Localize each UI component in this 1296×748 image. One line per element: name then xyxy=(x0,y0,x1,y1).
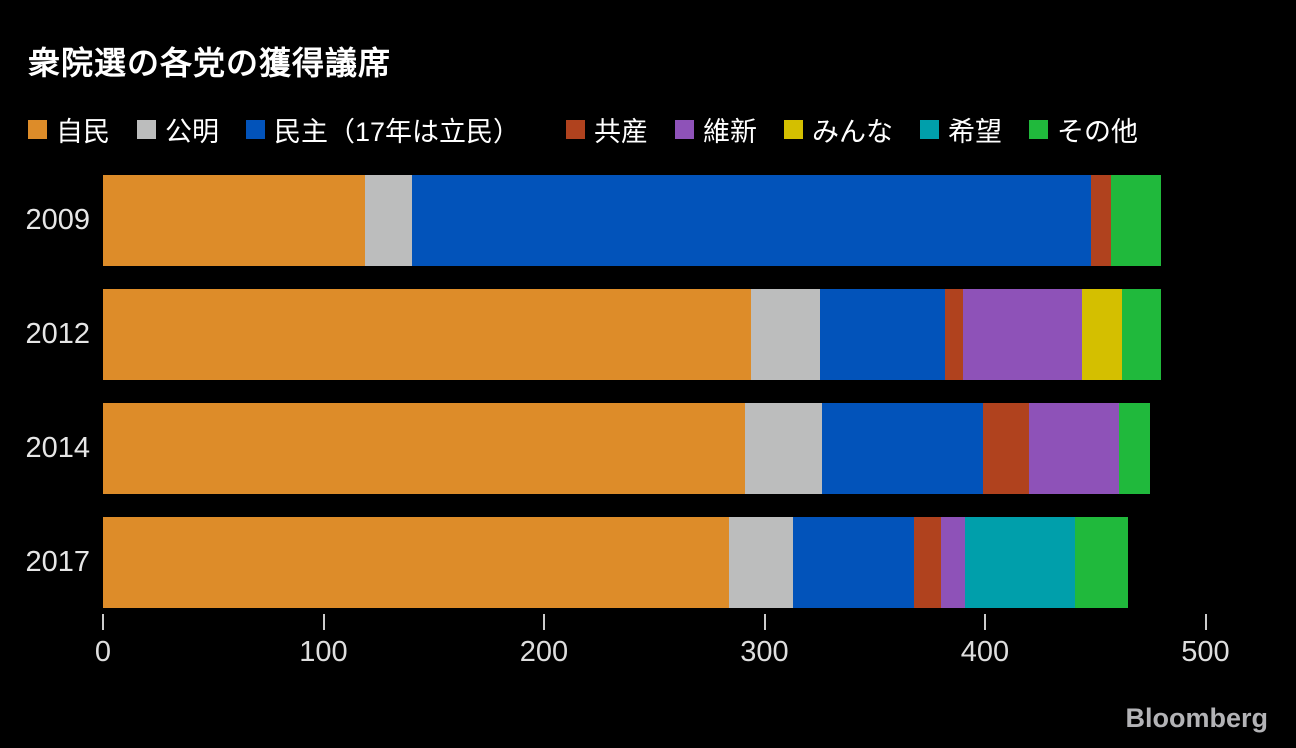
legend-item-維新: 維新 xyxy=(675,110,757,149)
x-tick-label-400: 400 xyxy=(960,636,1010,668)
legend-swatch-民主（17年は立民） xyxy=(246,119,265,139)
x-tick-label-200: 200 xyxy=(519,636,569,668)
bar-segment-2014-その他 xyxy=(1119,403,1151,494)
legend-item-共産: 共産 xyxy=(566,110,648,149)
year-label-2017: 2017 xyxy=(25,546,90,578)
x-tick-label-300: 300 xyxy=(740,636,789,668)
bloomberg-logo: Bloomberg xyxy=(1125,703,1268,733)
bar-segment-2009-共産 xyxy=(1090,175,1111,266)
legend-label-その他: その他 xyxy=(1057,116,1139,147)
plot-area: 2009 2012 2014 2017 xyxy=(0,175,1296,608)
bar-track-2009 xyxy=(103,175,1162,266)
x-axis: 0 100 200 300 400 500 xyxy=(0,608,1296,688)
legend-label-公明: 公明 xyxy=(165,116,219,147)
legend-swatch-維新 xyxy=(675,119,695,139)
bar-segment-2014-共産 xyxy=(982,403,1030,494)
legend-swatch-公明 xyxy=(137,119,156,139)
bar-segment-2017-維新 xyxy=(940,517,966,608)
bar-segment-2017-民主（17年は立民） xyxy=(793,517,915,608)
chart-title: 衆院選の各党の獲得議席 xyxy=(28,45,392,81)
legend-label-みんな: みんな xyxy=(812,116,894,147)
legend-swatch-希望 xyxy=(920,119,940,139)
bar-segment-2009-その他 xyxy=(1110,175,1162,266)
bar-segment-2014-自民 xyxy=(103,403,745,494)
x-tick-label-100: 100 xyxy=(299,636,348,668)
bar-track-2014 xyxy=(103,403,1151,494)
legend-label-民主（17年は立民）: 民主（17年は立民） xyxy=(274,116,521,147)
bar-segment-2012-その他 xyxy=(1121,289,1162,380)
year-label-2012: 2012 xyxy=(25,318,90,350)
bar-segment-2017-自民 xyxy=(103,517,730,608)
legend-item-自民: 自民 xyxy=(28,110,110,149)
x-tick-mark-200 xyxy=(543,614,545,630)
x-tick-mark-500 xyxy=(1204,614,1207,630)
legend-item-公明: 公明 xyxy=(137,110,219,149)
bar-segment-2017-その他 xyxy=(1075,517,1129,608)
bar-segment-2014-公明 xyxy=(744,403,822,494)
bar-segment-2009-公明 xyxy=(365,175,412,266)
bar-segment-2014-維新 xyxy=(1029,403,1120,494)
bar-row-2014: 2014 xyxy=(0,403,1296,494)
bar-segment-2017-共産 xyxy=(914,517,941,608)
legend-item-希望: 希望 xyxy=(920,110,1002,149)
bar-segment-2014-民主（17年は立民） xyxy=(821,403,983,494)
x-tick-label-500: 500 xyxy=(1181,636,1230,668)
bar-segment-2009-自民 xyxy=(103,175,366,266)
legend-label-共産: 共産 xyxy=(594,116,649,147)
bar-row-2012: 2012 xyxy=(0,289,1296,380)
legend-item-その他: その他 xyxy=(1029,110,1138,149)
year-label-2014: 2014 xyxy=(25,432,90,464)
legend-swatch-みんな xyxy=(784,119,804,139)
legend-swatch-その他 xyxy=(1029,119,1049,139)
bar-segment-2012-みんな xyxy=(1081,289,1122,380)
bar-row-2017: 2017 xyxy=(0,517,1296,608)
bar-row-2009: 2009 xyxy=(0,175,1296,266)
bar-segment-2012-共産 xyxy=(945,289,963,380)
legend-item-みんな: みんな xyxy=(784,110,893,149)
legend-label-自民: 自民 xyxy=(56,116,110,147)
legend-label-維新: 維新 xyxy=(703,116,758,147)
bar-segment-2017-希望 xyxy=(965,517,1076,608)
legend-swatch-自民 xyxy=(28,119,47,139)
bar-segment-2012-維新 xyxy=(962,289,1082,380)
bar-segment-2012-民主（17年は立民） xyxy=(819,289,946,380)
x-tick-mark-0 xyxy=(102,614,104,630)
bar-segment-2009-民主（17年は立民） xyxy=(411,175,1091,266)
x-tick-label-0: 0 xyxy=(94,636,112,668)
x-tick-mark-100 xyxy=(322,614,325,630)
legend: 自民 公明 民主（17年は立民） 共産 維新 みんな 希望 その他 xyxy=(28,110,1165,149)
legend-swatch-共産 xyxy=(566,119,586,139)
bar-segment-2017-公明 xyxy=(729,517,794,608)
bar-track-2012 xyxy=(103,289,1162,380)
x-tick-mark-400 xyxy=(984,614,986,630)
bar-track-2017 xyxy=(103,517,1129,608)
legend-item-民主（17年は立民）: 民主（17年は立民） xyxy=(246,110,520,149)
bar-segment-2012-公明 xyxy=(751,289,820,380)
legend-label-希望: 希望 xyxy=(948,116,1003,147)
year-label-2009: 2009 xyxy=(25,204,90,236)
x-tick-mark-300 xyxy=(763,614,766,630)
bar-segment-2012-自民 xyxy=(103,289,752,380)
